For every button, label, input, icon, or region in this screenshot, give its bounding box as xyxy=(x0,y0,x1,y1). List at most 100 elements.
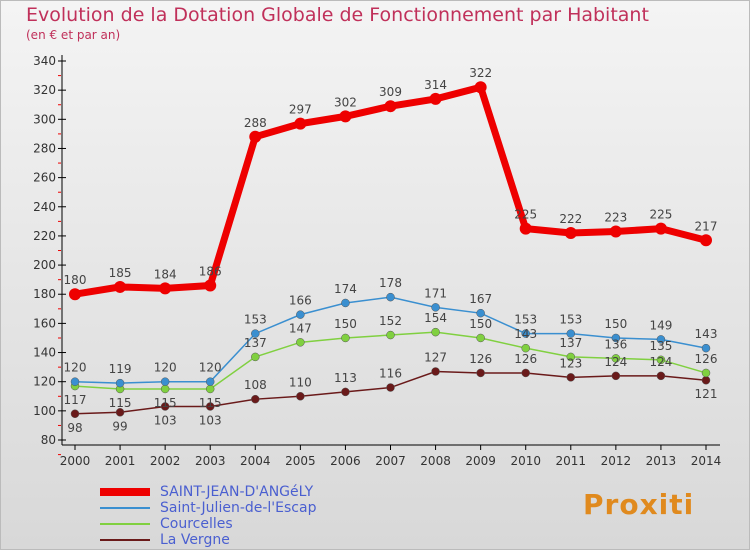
data-label: 297 xyxy=(289,103,312,117)
data-point xyxy=(431,367,440,376)
y-tick-label: 160 xyxy=(33,316,56,330)
data-point xyxy=(611,354,621,363)
data-label: 225 xyxy=(514,208,537,222)
data-point xyxy=(294,117,307,130)
data-point xyxy=(476,368,485,378)
proxiti-logo: Proxiti xyxy=(583,488,695,521)
data-point xyxy=(521,329,530,338)
data-label: 124 xyxy=(604,355,627,369)
y-tick-label: 260 xyxy=(33,171,56,185)
data-point xyxy=(205,377,215,386)
data-label: 152 xyxy=(379,314,402,328)
data-label: 116 xyxy=(379,367,402,381)
data-label: 126 xyxy=(514,352,537,366)
data-label: 223 xyxy=(604,211,627,225)
data-label: 184 xyxy=(154,267,177,281)
y-tick-label: 320 xyxy=(33,83,56,97)
series-line xyxy=(74,83,707,298)
data-point xyxy=(609,225,622,238)
data-label: 153 xyxy=(559,313,582,327)
y-tick-label: 100 xyxy=(33,404,56,418)
data-label: 99 xyxy=(112,419,127,433)
x-tick-label: 2003 xyxy=(195,454,226,468)
data-point xyxy=(654,222,667,235)
data-point xyxy=(384,100,397,113)
data-point xyxy=(566,373,576,382)
data-point xyxy=(341,333,350,343)
data-point xyxy=(431,303,440,312)
data-point xyxy=(296,338,305,347)
x-tick-label: 2010 xyxy=(510,454,541,468)
data-point xyxy=(251,329,260,338)
data-label: 166 xyxy=(289,294,312,308)
data-label: 288 xyxy=(244,116,267,130)
data-point xyxy=(159,282,172,295)
x-tick-label: 2001 xyxy=(105,454,136,468)
y-tick-label: 280 xyxy=(33,141,56,155)
data-label: 309 xyxy=(379,85,402,99)
data-label: 314 xyxy=(424,78,447,92)
data-point xyxy=(656,335,666,344)
data-label: 98 xyxy=(67,421,82,435)
x-tick-label: 2014 xyxy=(691,454,722,468)
data-label: 143 xyxy=(695,327,718,341)
data-point xyxy=(521,343,530,353)
data-label: 137 xyxy=(244,336,267,350)
y-tick-label: 240 xyxy=(33,200,56,214)
data-point xyxy=(701,343,711,353)
data-label: 143 xyxy=(514,327,537,341)
data-label: 103 xyxy=(154,413,177,427)
data-point xyxy=(204,279,217,292)
data-point xyxy=(70,409,80,419)
data-label: 120 xyxy=(154,361,177,375)
y-tick-label: 120 xyxy=(33,375,56,389)
data-point xyxy=(566,329,576,338)
data-label: 153 xyxy=(514,313,537,327)
data-label: 115 xyxy=(109,396,132,410)
data-label: 180 xyxy=(64,273,87,287)
data-point xyxy=(701,375,711,385)
data-point xyxy=(251,394,260,404)
data-point xyxy=(115,408,125,417)
data-label: 171 xyxy=(424,286,447,300)
data-label: 113 xyxy=(334,371,357,385)
data-point xyxy=(205,384,215,394)
x-tick-label: 2009 xyxy=(465,454,496,468)
chart-title: Evolution de la Dotation Globale de Fonc… xyxy=(26,4,649,26)
data-label: 103 xyxy=(199,413,222,427)
data-label: 147 xyxy=(289,321,312,335)
data-label: 126 xyxy=(695,352,718,366)
y-tick-label: 200 xyxy=(33,258,56,272)
data-label: 119 xyxy=(109,362,132,376)
data-point xyxy=(296,392,305,401)
x-tick-label: 2002 xyxy=(150,454,181,468)
data-point xyxy=(160,384,170,394)
data-point xyxy=(701,368,711,378)
legend-label-1: Saint-Julien-de-l'Escap xyxy=(160,500,317,516)
data-label: 153 xyxy=(244,313,267,327)
data-point xyxy=(611,371,621,381)
x-tick-label: 2008 xyxy=(420,454,451,468)
data-point xyxy=(115,378,125,388)
data-point xyxy=(519,222,532,235)
data-label: 225 xyxy=(649,208,672,222)
data-label: 135 xyxy=(649,339,672,353)
data-label: 108 xyxy=(244,378,267,392)
data-label: 124 xyxy=(649,355,672,369)
data-point xyxy=(386,383,395,392)
data-label: 222 xyxy=(559,212,582,226)
y-tick-label: 340 xyxy=(33,54,56,68)
data-point xyxy=(476,308,485,318)
data-label: 154 xyxy=(424,311,447,325)
x-tick-label: 2004 xyxy=(240,454,271,468)
data-label: 150 xyxy=(604,317,627,331)
data-point xyxy=(656,355,666,365)
data-point xyxy=(564,227,577,240)
data-point xyxy=(69,288,81,301)
data-label: 110 xyxy=(289,375,312,389)
data-point xyxy=(474,81,487,94)
data-label: 150 xyxy=(469,317,492,331)
x-tick-label: 2000 xyxy=(60,454,91,468)
data-point xyxy=(339,110,352,123)
